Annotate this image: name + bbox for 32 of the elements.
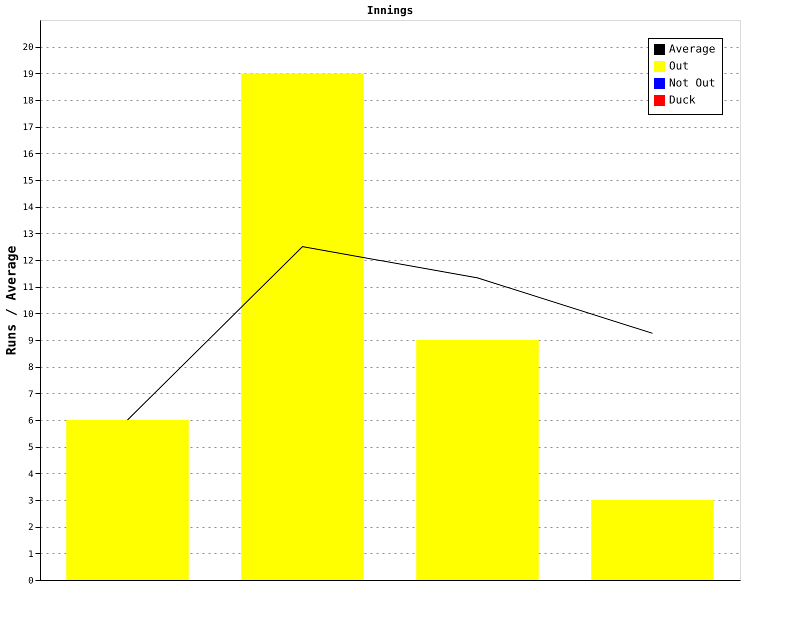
y-tick-label: 5 — [28, 443, 34, 454]
y-tick-label: 4 — [28, 470, 34, 480]
y-tick-label: 7 — [28, 390, 34, 400]
y-tick-label: 12 — [22, 256, 34, 266]
y-tick-label: 14 — [22, 203, 34, 214]
legend-label: Duck — [669, 94, 696, 106]
y-tick-label: 2 — [28, 523, 34, 534]
y-tick-label: 15 — [22, 176, 34, 186]
legend-label: Out — [669, 60, 689, 72]
y-tick-label: 6 — [28, 416, 34, 426]
y-tick-label: 3 — [28, 496, 34, 506]
y-axis-title: Runs / Average — [4, 246, 20, 356]
bar — [66, 420, 189, 580]
y-tick-label: 18 — [22, 96, 34, 106]
legend-label: Average — [669, 42, 716, 56]
line-series — [127, 246, 653, 420]
y-tick-label: 10 — [22, 310, 34, 320]
y-tick-label: 16 — [22, 150, 34, 160]
y-tick-label: 13 — [22, 230, 34, 240]
bar — [416, 340, 539, 580]
bar — [591, 500, 714, 580]
y-tick-label: 19 — [22, 70, 34, 80]
y-tick-label: 8 — [28, 363, 34, 374]
bar — [241, 73, 364, 580]
y-tick-label: 1 — [28, 550, 34, 560]
chart-title: Innings — [366, 4, 414, 17]
y-tick-label: 20 — [22, 43, 34, 54]
y-tick-label: 17 — [22, 123, 34, 134]
y-tick-label: 0 — [28, 576, 34, 586]
y-tick-label: 11 — [22, 283, 34, 294]
y-tick-label: 9 — [28, 336, 34, 346]
legend-label: Not Out — [669, 76, 716, 90]
